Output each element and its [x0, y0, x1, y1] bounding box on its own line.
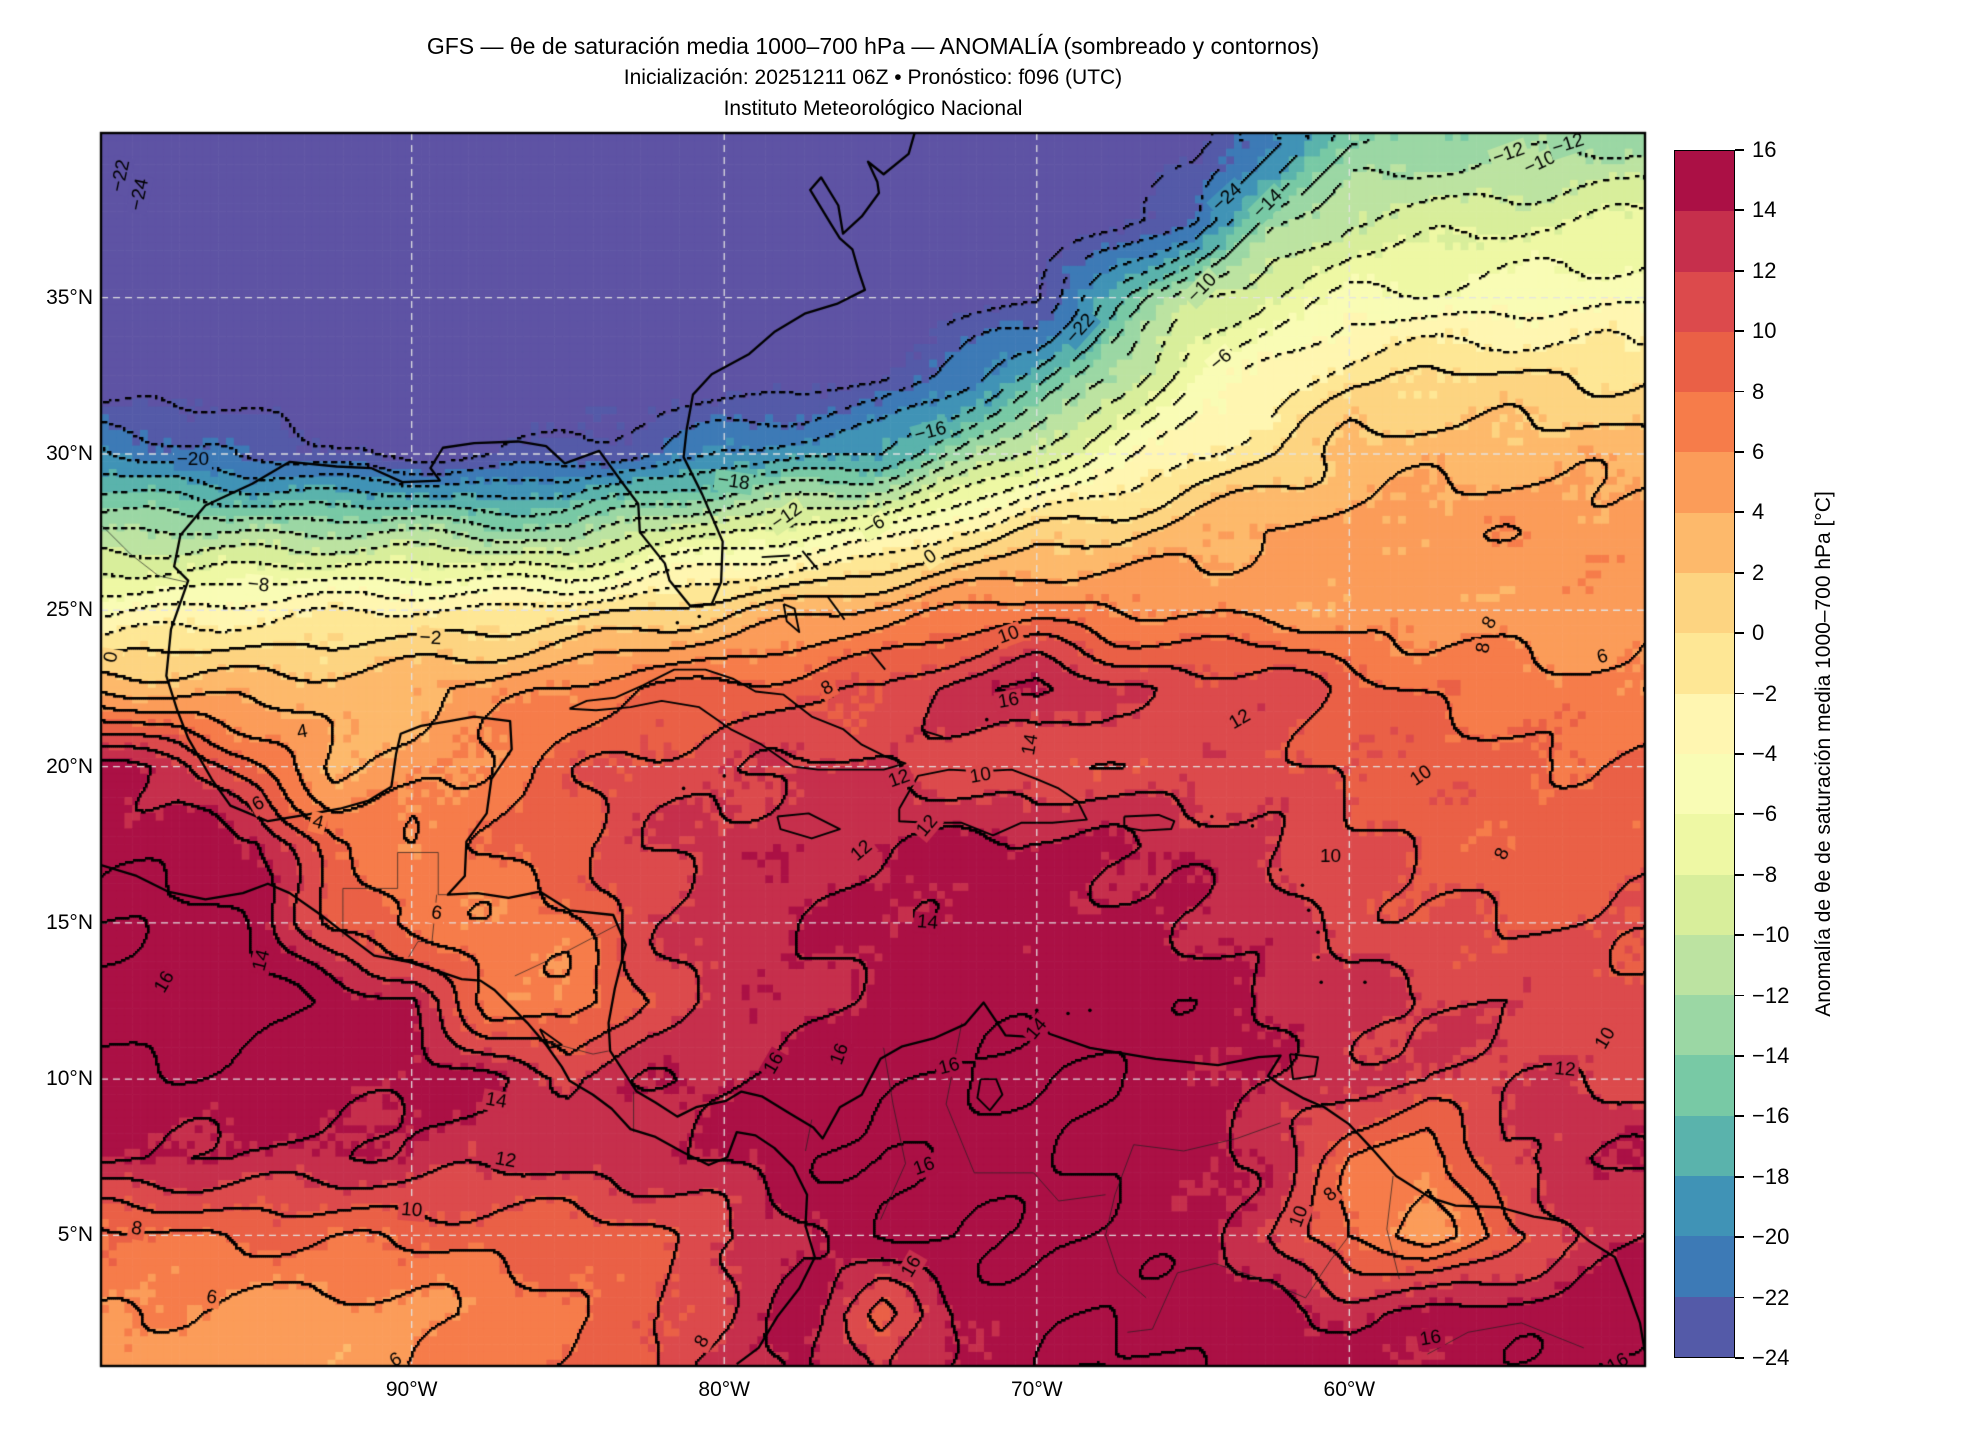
x-tick-label-90w: 90°W: [385, 1378, 438, 1401]
colorbar-swatch-8-to-10: [1675, 331, 1734, 393]
colorbar-swatch-6-to-8: [1675, 392, 1734, 453]
colorbar-swatch--24-to--22: [1675, 1296, 1734, 1357]
colorbar-swatch--22-to--20: [1675, 1236, 1734, 1297]
colorbar-swatch-10-to-12: [1675, 271, 1734, 332]
colorbar-tick-label--8: −8: [1752, 861, 1778, 887]
x-tick-label-70w: 70°W: [1010, 1378, 1063, 1401]
colorbar-swatch--8-to--6: [1675, 814, 1734, 875]
colorbar: [1674, 150, 1735, 1358]
colorbar-swatch--18-to--16: [1675, 1115, 1734, 1177]
colorbar-tick-label--2: −2: [1752, 680, 1778, 706]
colorbar-swatch-0-to-2: [1675, 573, 1734, 634]
colorbar-tickmark-4: [1735, 511, 1744, 514]
y-tick-label-10: 10°N: [46, 1067, 93, 1091]
colorbar-swatch-12-to-14: [1675, 211, 1734, 272]
colorbar-tick-label--6: −6: [1752, 801, 1778, 827]
colorbar-swatch-14-to-16: [1675, 151, 1734, 212]
colorbar-tickmark--10: [1735, 934, 1744, 936]
colorbar-tick-label-0: 0: [1752, 620, 1765, 646]
colorbar-tickmark--8: [1735, 873, 1744, 876]
colorbar-tick-label--12: −12: [1752, 982, 1790, 1008]
colorbar-tickmark--24: [1735, 1357, 1744, 1359]
colorbar-swatch--16-to--14: [1675, 1055, 1734, 1116]
y-tick-label-25: 25°N: [46, 598, 93, 622]
colorbar-swatch--12-to--10: [1675, 934, 1734, 996]
colorbar-tick-label-8: 8: [1752, 378, 1765, 404]
y-tick-label-30: 30°N: [46, 441, 93, 465]
colorbar-swatch--2-to-0: [1675, 633, 1734, 694]
colorbar-tickmark--4: [1735, 753, 1744, 755]
colorbar-tick-label--4: −4: [1752, 741, 1778, 766]
colorbar-tickmark-6: [1735, 451, 1744, 453]
colorbar-tick-label-14: 14: [1752, 197, 1777, 223]
colorbar-tick-label--16: −16: [1752, 1103, 1790, 1129]
x-tick-label-80w: 80°W: [698, 1378, 750, 1401]
colorbar-tick-label--20: −20: [1752, 1224, 1790, 1250]
colorbar-tickmark--14: [1735, 1055, 1744, 1057]
colorbar-tickmark-16: [1735, 149, 1744, 151]
y-tick-label-15: 15°N: [46, 910, 93, 934]
colorbar-tickmark--6: [1735, 813, 1744, 816]
colorbar-tick-label-2: 2: [1752, 559, 1765, 585]
colorbar-tick-label-12: 12: [1752, 257, 1777, 283]
colorbar-swatch--14-to--12: [1675, 995, 1734, 1056]
colorbar-tick-label--18: −18: [1752, 1163, 1790, 1189]
y-tick-label-20: 20°N: [46, 754, 93, 778]
colorbar-swatch--20-to--18: [1675, 1176, 1734, 1237]
colorbar-tick-label--10: −10: [1752, 922, 1790, 948]
colorbar-swatch-4-to-6: [1675, 452, 1734, 513]
x-tick-label-60w: 60°W: [1323, 1378, 1376, 1401]
colorbar-label-text: Anomalía de θe de saturación media 1000–…: [1812, 491, 1835, 1017]
colorbar-swatch-2-to-4: [1675, 512, 1734, 574]
colorbar-tickmark-0: [1735, 632, 1744, 634]
colorbar-tick-label--14: −14: [1752, 1043, 1790, 1068]
y-tick-label-5: 5°N: [57, 1223, 93, 1247]
colorbar-tick-label-10: 10: [1752, 318, 1777, 344]
colorbar-tickmark--16: [1735, 1115, 1744, 1118]
colorbar-tick-label-6: 6: [1752, 439, 1765, 464]
colorbar-tick-label--24: −24: [1752, 1345, 1790, 1370]
colorbar-tickmark--2: [1735, 692, 1744, 695]
colorbar-swatch--10-to--8: [1675, 874, 1734, 935]
colorbar-tick-label-16: 16: [1752, 137, 1777, 162]
colorbar-tickmark--22: [1735, 1296, 1744, 1299]
colorbar-swatch--4-to--2: [1675, 693, 1734, 754]
colorbar-tickmark-12: [1735, 269, 1744, 272]
colorbar-tickmark-14: [1735, 209, 1744, 212]
colorbar-tickmark-10: [1735, 330, 1744, 332]
colorbar-tick-label-4: 4: [1752, 499, 1765, 525]
colorbar-tickmark-8: [1735, 390, 1744, 393]
colorbar-tick-label--22: −22: [1752, 1284, 1790, 1310]
colorbar-label: Anomalía de θe de saturación media 1000–…: [1812, 228, 1836, 1017]
colorbar-tickmark-2: [1735, 571, 1744, 574]
colorbar-tickmark--12: [1735, 994, 1744, 997]
colorbar-tickmark--20: [1735, 1236, 1744, 1238]
colorbar-tickmark--18: [1735, 1175, 1744, 1178]
y-tick-label-35: 35°N: [46, 285, 93, 309]
colorbar-swatch--6-to--4: [1675, 753, 1734, 815]
